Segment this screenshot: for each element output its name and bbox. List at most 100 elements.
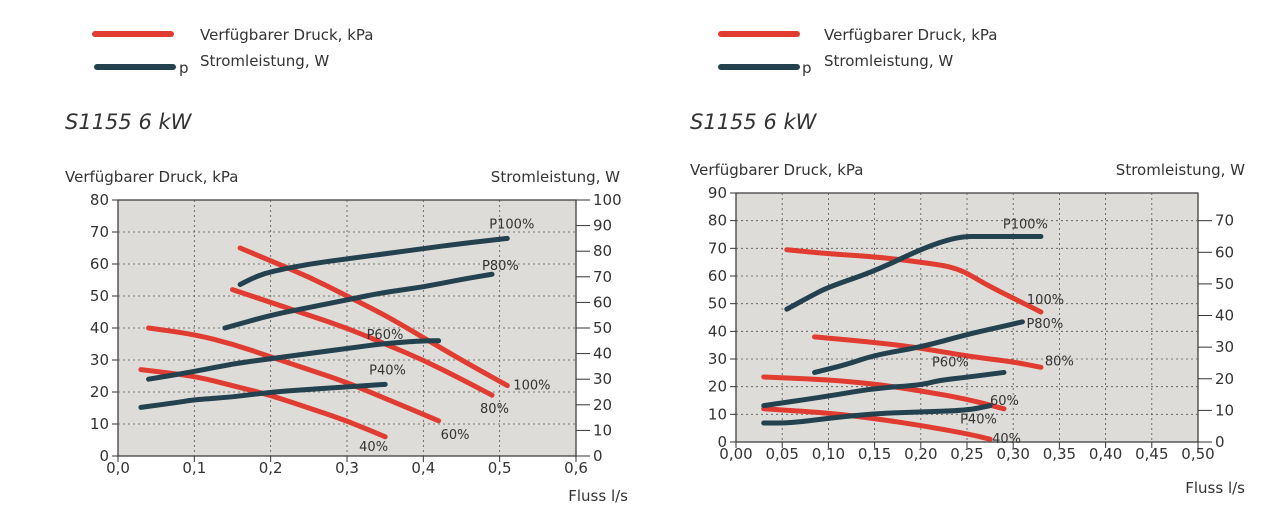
y-tick-label-right: 70	[593, 268, 612, 286]
chart-title: S1155 6 kW	[65, 110, 192, 134]
series-label: P60%	[367, 328, 404, 343]
x-tick-label: 0,30	[996, 445, 1029, 463]
x-tick-label: 0,05	[765, 445, 798, 463]
y-axis-title-right: Stromleistung, W	[490, 168, 620, 186]
x-tick-label: 0,35	[1043, 445, 1076, 463]
series-line-80pct	[230, 287, 495, 398]
y-tick-label-left: 80	[90, 191, 109, 209]
x-tick-label: 0,3	[335, 459, 359, 477]
y-tick-label-right: 0	[1215, 433, 1225, 451]
x-tick-label: 0,25	[950, 445, 983, 463]
series-label: 100%	[1027, 293, 1064, 308]
y-tick-label-left: 0	[99, 447, 109, 465]
y-tick-label-right: 30	[593, 370, 612, 388]
legend-label-power: Stromleistung, W	[200, 52, 330, 70]
pump-chart-left: 0,0 0,1 0,2 0,3 0,4 0,5 0,6 0 10 20 30 40 50 60 70 80 0 1…	[90, 191, 622, 477]
pump-chart-right: 0,00 0,05 0,10 0,15 0,20 0,25 0,30 0,35 0,40 0,45…	[708, 184, 1234, 463]
y-tick-label-left: 30	[90, 351, 109, 369]
legend-swatch-power	[94, 64, 176, 70]
y-tick-label-right: 10	[593, 421, 612, 439]
y-tick-label-left: 60	[708, 267, 727, 285]
series-line-p60pct	[146, 338, 442, 382]
series-line-100pct	[784, 247, 1044, 315]
x-axis-title: Fluss l/s	[1185, 479, 1245, 497]
y-tick-label-left: 40	[708, 322, 727, 340]
y-tick-label-right: 60	[1215, 243, 1234, 261]
series-label: P40%	[960, 413, 997, 428]
y-tick-label-left: 50	[90, 287, 109, 305]
series-label: P60%	[932, 355, 969, 370]
x-tick-label: 0,6	[564, 459, 588, 477]
y-axis-title-left: Verfügbarer Druck, kPa	[65, 168, 239, 186]
y-tick-label-right: 10	[1215, 401, 1234, 419]
series-label: 40%	[992, 432, 1021, 447]
series-label: 40%	[359, 440, 388, 455]
legend-swatch-power	[718, 64, 800, 70]
series-line-p100pct	[237, 235, 510, 287]
y-tick-label-right: 80	[593, 242, 612, 260]
y-tick-label-left: 20	[708, 378, 727, 396]
y-tick-label-left: 10	[708, 405, 727, 423]
y-tick-label-right: 40	[1215, 307, 1234, 325]
chart-title: S1155 6 kW	[690, 110, 817, 134]
y-tick-label-right: 100	[593, 191, 622, 209]
y-tick-label-left: 0	[717, 433, 727, 451]
series-label: 60%	[990, 394, 1019, 409]
x-tick-label: 0,45	[1135, 445, 1168, 463]
x-tick-label: 0,15	[858, 445, 891, 463]
y-tick-label-right: 50	[593, 319, 612, 337]
y-tick-label-right: 20	[593, 396, 612, 414]
y-axis-title-right: Stromleistung, W	[1115, 161, 1245, 179]
series-line-p80pct	[812, 319, 1025, 375]
y-tick-label-left: 80	[708, 212, 727, 230]
right-panel: Verfügbarer Druck, kPa p Stromleistung, …	[640, 0, 1280, 518]
series-line-p100pct	[784, 233, 1044, 312]
y-tick-label-left: 70	[90, 223, 109, 241]
x-tick-label: 0,50	[1181, 445, 1214, 463]
left-panel: Verfügbarer Druck, kPa p Stromleistung, …	[65, 26, 628, 505]
y-tick-label-right: 20	[1215, 370, 1234, 388]
x-tick-label: 0,5	[488, 459, 512, 477]
y-tick-label-right: 30	[1215, 338, 1234, 356]
series-label: P100%	[489, 217, 534, 232]
y-tick-label-left: 70	[708, 239, 727, 257]
x-tick-label: 0,10	[812, 445, 845, 463]
x-tick-label: 0,40	[1089, 445, 1122, 463]
x-tick-label: 0,20	[904, 445, 937, 463]
y-tick-label-right: 70	[1215, 212, 1234, 230]
series-line-60pct	[761, 374, 1007, 412]
series-line-p40pct	[138, 381, 388, 410]
series-line-p60pct	[761, 369, 1007, 409]
legend-label-pressure: Verfügbarer Druck, kPa	[824, 26, 998, 44]
series-line-p40pct	[761, 403, 993, 426]
x-tick-label: 0,00	[719, 445, 752, 463]
y-tick-label-left: 60	[90, 255, 109, 273]
y-tick-label-right: 0	[593, 447, 603, 465]
series-line-p80pct	[222, 271, 495, 331]
series-label: 80%	[1045, 354, 1074, 369]
series-label: 100%	[513, 379, 550, 394]
legend-marker-p: p	[179, 59, 189, 77]
y-tick-label-left: 50	[708, 295, 727, 313]
legend-marker-p: p	[802, 59, 812, 77]
legend-swatch-pressure	[92, 31, 174, 37]
legend-label-power: Stromleistung, W	[824, 52, 954, 70]
x-tick-label: 0,4	[411, 459, 435, 477]
y-tick-label-left: 30	[708, 350, 727, 368]
y-tick-label-right: 60	[593, 293, 612, 311]
series-label: 60%	[441, 428, 470, 443]
x-tick-label: 0,1	[182, 459, 206, 477]
series-label: P80%	[482, 259, 519, 274]
series-label: P80%	[1026, 317, 1063, 332]
y-tick-label-left: 40	[90, 319, 109, 337]
y-axis-title-left: Verfügbarer Druck, kPa	[690, 161, 864, 179]
x-tick-label: 0,0	[106, 459, 130, 477]
series-line-80pct	[812, 334, 1044, 370]
y-tick-label-left: 10	[90, 415, 109, 433]
y-tick-label-left: 20	[90, 383, 109, 401]
y-tick-label-right: 50	[1215, 275, 1234, 293]
series-line-40pct	[138, 367, 388, 440]
x-axis-title: Fluss l/s	[568, 487, 628, 505]
series-label: P100%	[1003, 217, 1048, 232]
series-line-40pct	[761, 406, 993, 442]
